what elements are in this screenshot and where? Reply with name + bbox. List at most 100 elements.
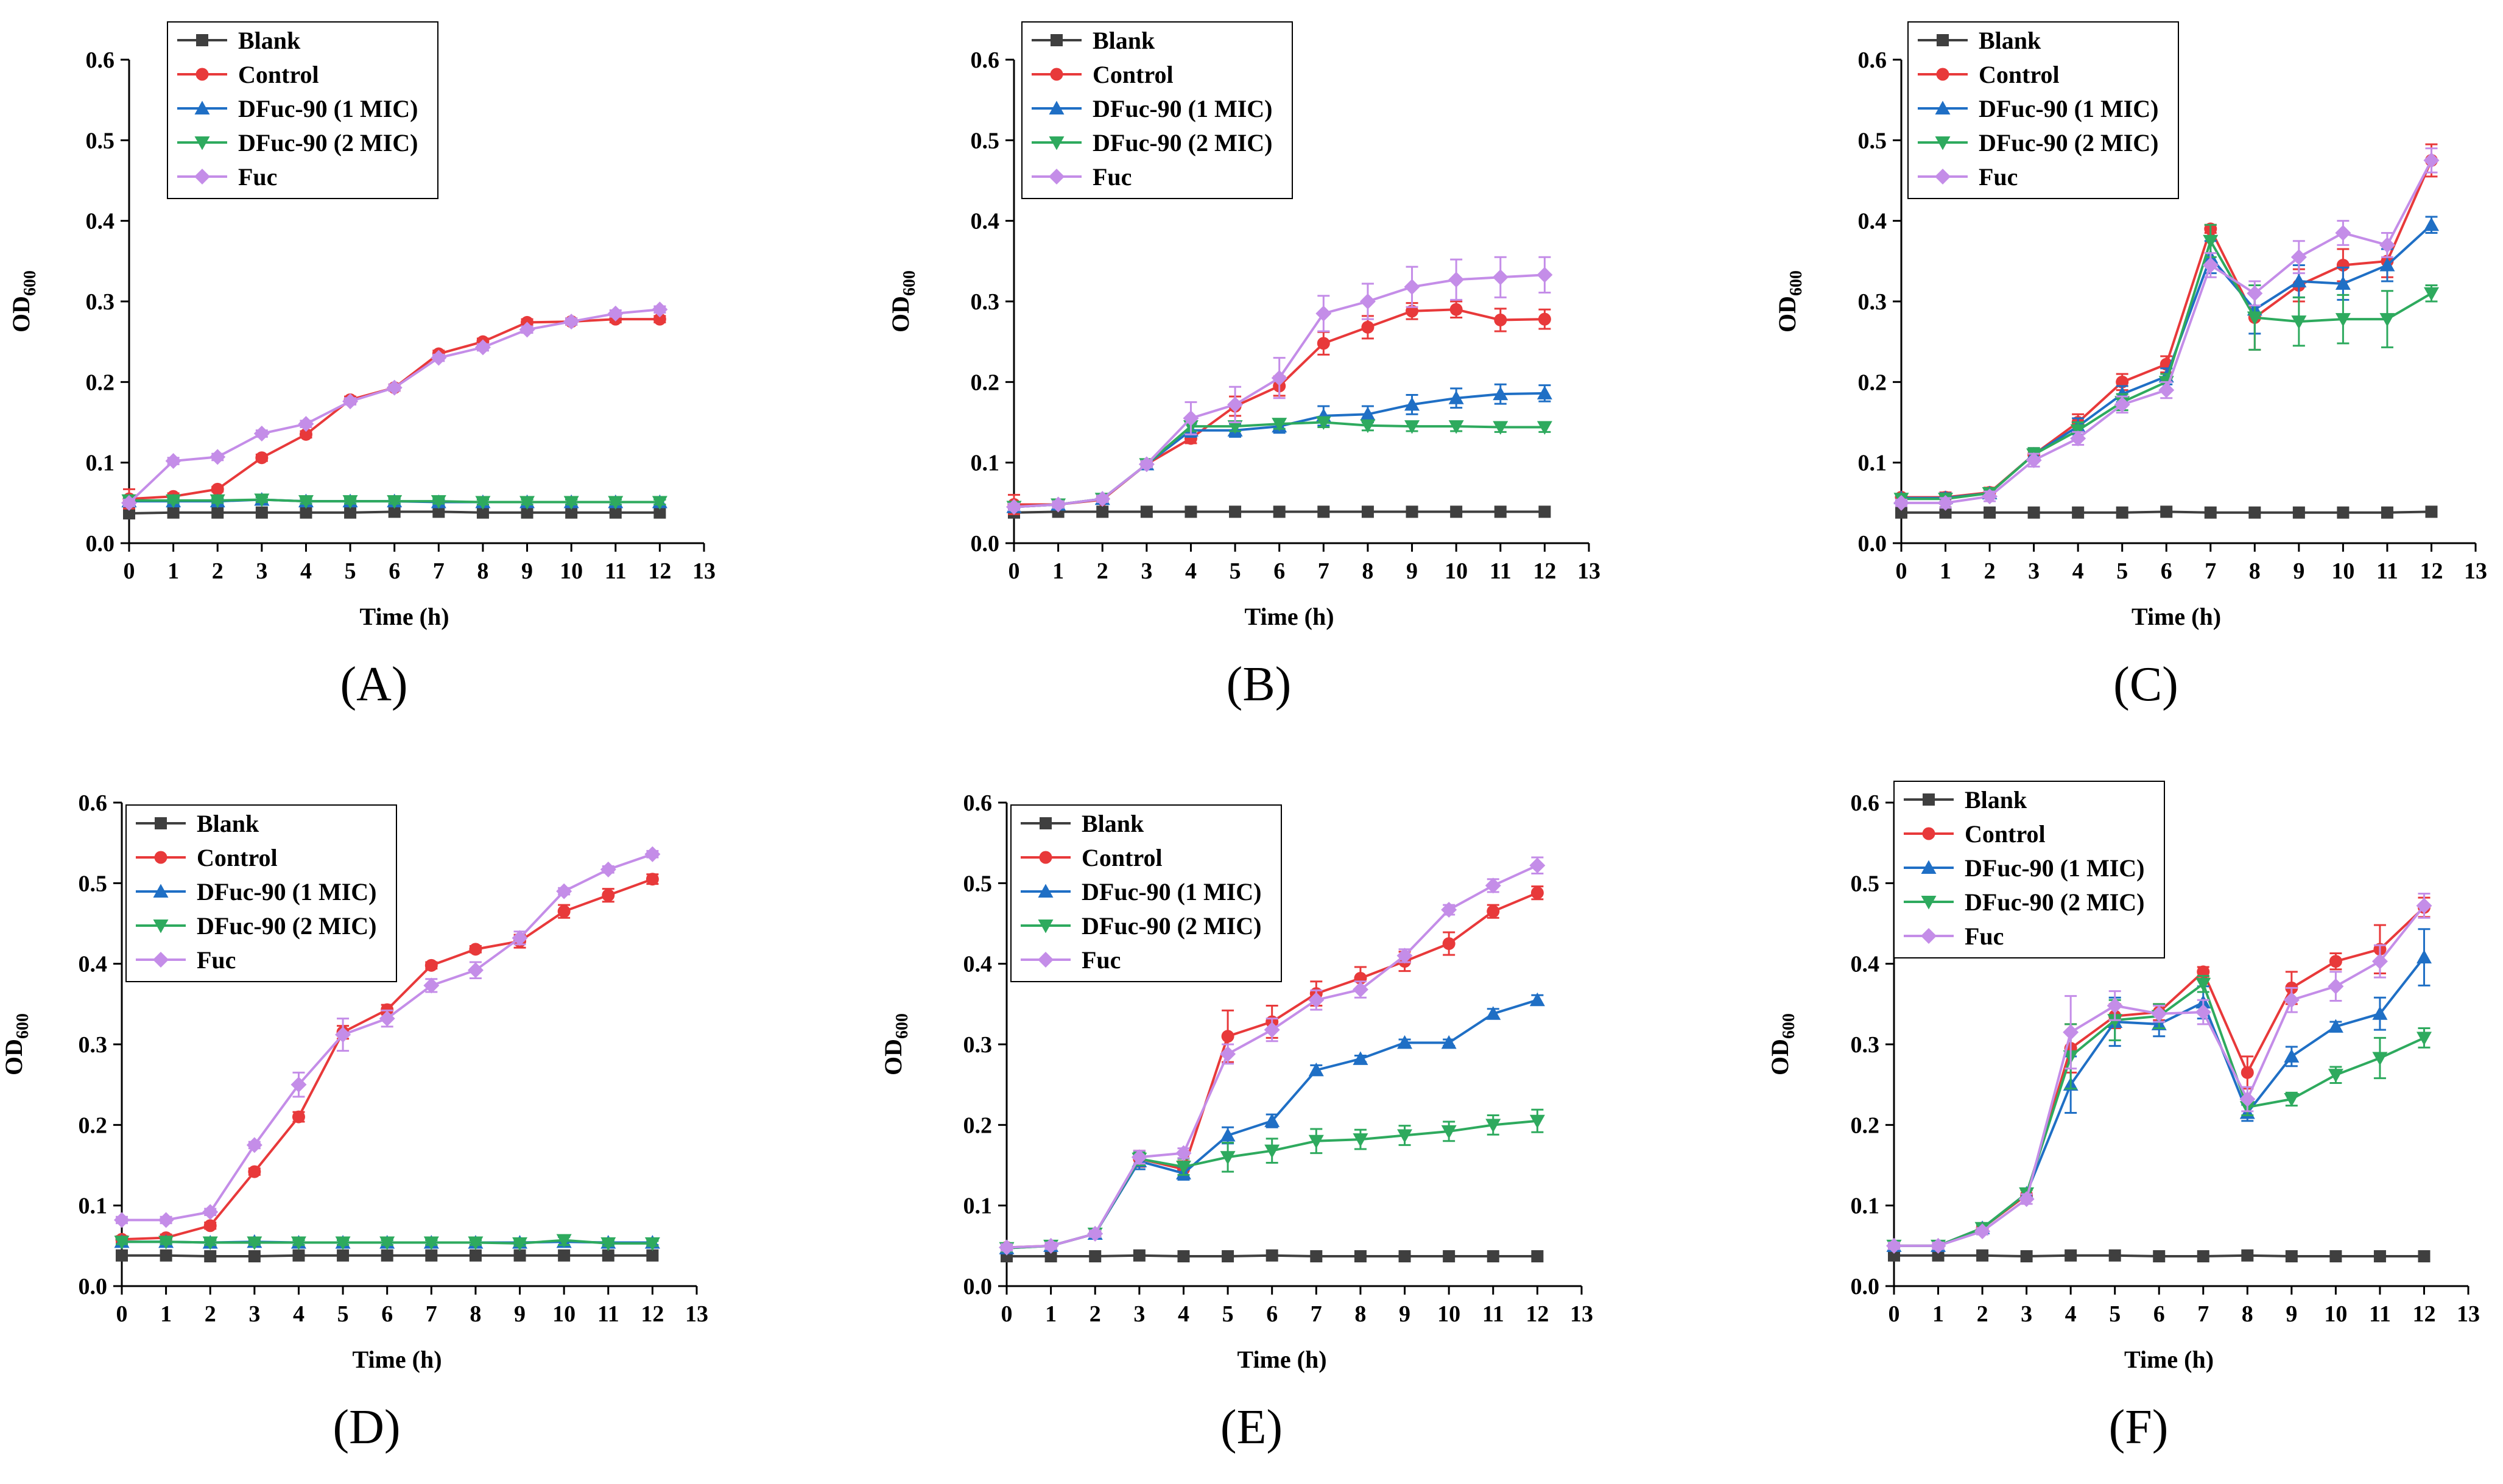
data-point — [2027, 506, 2040, 519]
legend-marker — [1038, 920, 1054, 934]
series-dfuc-90-1-mic — [999, 992, 1545, 1254]
legend-marker — [1936, 68, 1949, 81]
y-tick-label: 0.0 — [971, 531, 1000, 557]
data-point — [1175, 1161, 1191, 1175]
data-point — [116, 1249, 128, 1262]
data-point — [2371, 953, 2388, 969]
data-point — [1271, 370, 1287, 386]
data-point — [1360, 406, 1376, 421]
y-axis-title-main: OD — [887, 296, 914, 332]
data-point — [1487, 905, 1500, 918]
y-tick-label: 0.1 — [86, 451, 115, 476]
x-tick-label: 12 — [1533, 558, 1556, 584]
data-point — [1221, 1030, 1234, 1043]
legend: Blank Control DFuc-90 (1 MIC) DFuc-90 (2 MI… — [167, 21, 438, 199]
data-point — [432, 505, 445, 518]
data-point — [1138, 456, 1155, 473]
panel-d: 0 1 2 3 4 5 6 7 8 9 10 11 12 130.00.10.20.30.40.50.6T… — [0, 790, 708, 1454]
legend-label: DFuc-90 (2 MIC) — [1082, 912, 1262, 940]
data-point — [253, 426, 270, 442]
data-point — [1443, 1250, 1456, 1263]
data-point — [292, 1110, 305, 1124]
x-tick-label: 10 — [552, 1301, 576, 1327]
data-point — [1177, 1250, 1190, 1263]
x-axis-title: Time (h) — [2132, 603, 2221, 630]
data-point — [247, 1236, 262, 1251]
data-point — [2423, 287, 2439, 301]
x-tick-label: 11 — [1482, 1301, 1504, 1327]
legend-box — [167, 21, 438, 199]
data-point — [167, 506, 180, 519]
data-point — [1442, 937, 1456, 951]
data-point — [519, 322, 535, 338]
x-tick-label: 6 — [1273, 558, 1285, 584]
data-point — [2418, 1250, 2431, 1263]
y-tick-label: 0.1 — [1851, 1194, 1880, 1219]
data-point — [335, 1236, 351, 1251]
data-point — [1485, 1119, 1501, 1133]
y-tick-label: 0.2 — [1851, 1113, 1880, 1138]
legend-label: Control — [1965, 820, 2046, 848]
y-tick-label: 0.3 — [963, 1032, 993, 1058]
data-point — [1220, 1128, 1236, 1142]
legend: Blank Control DFuc-90 (1 MIC) DFuc-90 (2 MI… — [1021, 21, 1293, 199]
data-point — [1175, 1145, 1192, 1161]
x-tick-label: 8 — [477, 558, 488, 584]
legend-box — [1010, 804, 1282, 982]
data-point — [2153, 1250, 2166, 1263]
panel-b: 0 1 2 3 4 5 6 7 8 9 10 11 12 130.00.10.20.30.40.50.6T… — [887, 21, 1600, 711]
y-tick-label: 0.5 — [963, 871, 993, 896]
data-point — [2292, 506, 2305, 519]
panel-label: (F) — [2109, 1401, 2169, 1454]
data-point — [563, 314, 580, 330]
x-tick-label: 11 — [2369, 1301, 2391, 1327]
data-point — [475, 496, 491, 510]
x-tick-label: 9 — [2293, 558, 2304, 584]
data-point — [1529, 1114, 1545, 1129]
series-line — [1013, 392, 1545, 508]
data-point — [519, 496, 535, 510]
data-point — [1529, 992, 1545, 1007]
x-tick-label: 3 — [2021, 1301, 2032, 1327]
data-point — [2284, 1049, 2300, 1063]
data-point — [1982, 488, 1998, 505]
data-point — [1264, 1113, 1280, 1127]
data-point — [1354, 1250, 1367, 1263]
data-point — [1361, 505, 1374, 518]
data-point — [1308, 1062, 1324, 1077]
legend-label: Fuc — [1979, 163, 2018, 191]
y-tick-label: 0.5 — [1858, 128, 1887, 153]
data-point — [1939, 506, 1952, 519]
data-point — [2241, 1249, 2254, 1262]
series-fuc — [1886, 893, 2432, 1254]
data-point — [1538, 505, 1551, 518]
x-tick-label: 11 — [597, 1301, 619, 1327]
y-tick-label: 0.5 — [1851, 871, 1880, 896]
legend-marker — [1051, 34, 1063, 46]
legend-marker — [1921, 896, 1937, 910]
data-point — [1398, 1250, 1411, 1263]
legend-label: Control — [197, 844, 278, 871]
y-tick-label: 0.0 — [79, 1274, 108, 1299]
data-point — [292, 1249, 305, 1262]
data-point — [999, 1239, 1015, 1256]
data-point — [2416, 1032, 2432, 1046]
data-point — [2160, 505, 2173, 518]
x-tick-label: 3 — [1141, 558, 1152, 584]
legend-marker — [1050, 68, 1063, 81]
legend-marker — [1049, 136, 1065, 150]
data-point — [1308, 992, 1325, 1008]
data-point — [2335, 225, 2351, 241]
data-point — [2241, 1066, 2254, 1079]
series-blank — [1895, 505, 2438, 519]
data-point — [1315, 305, 1332, 322]
data-point — [1493, 386, 1508, 401]
x-tick-label: 3 — [248, 1301, 260, 1327]
data-point — [379, 1010, 395, 1027]
legend-marker — [1935, 100, 1951, 114]
y-tick-label: 0.6 — [963, 790, 993, 816]
data-point — [1494, 313, 1507, 326]
y-tick-label: 0.6 — [1851, 790, 1880, 816]
data-point — [209, 449, 226, 465]
data-point — [114, 1236, 130, 1250]
